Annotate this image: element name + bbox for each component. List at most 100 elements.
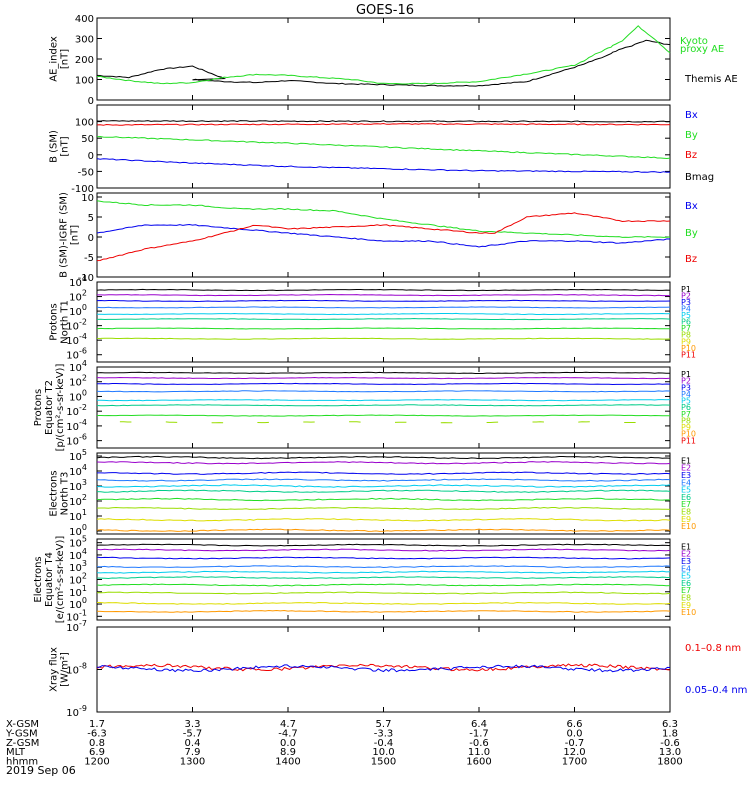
y-tick-label: 102 [69,493,87,508]
legend-entry: E7 [681,586,691,595]
series-line [96,337,671,340]
y-axis-label-line: Protons [33,389,44,426]
y-tick-label: 105 [69,535,87,550]
series-line [96,371,671,374]
legend-entry: P5 [681,397,691,406]
series-line [96,299,671,303]
y-tick-label: -100 [71,184,94,195]
y-tick-label: 10-6 [66,347,87,362]
x-axis-value: 4.7 [280,719,296,730]
x-axis-value: -0.6 [469,738,489,749]
series-line [96,548,671,552]
series-line [96,506,671,510]
legend-entry: P10 [681,344,696,353]
y-tick-label: 10-8 [66,662,87,677]
series-line [96,288,671,292]
y-axis-label-line: AE_index [49,36,60,82]
series-line [96,556,671,560]
series-line [96,376,671,380]
legend-entry: E10 [681,522,696,531]
x-axis-value: 1500 [371,757,396,768]
series-line [97,399,671,402]
legend-entry: P9 [681,423,691,432]
x-axis-value: 10.0 [372,747,394,758]
legend-entry: P11 [681,350,696,359]
y-axis-label-line: B (SM)-IGRF (SM) [59,192,70,278]
series-line [165,421,178,423]
series-line [96,317,671,321]
y-axis-label: B (SM) [nT] [49,130,71,163]
y-tick-label: 10-4 [66,332,87,347]
y-axis-label-line: [e/(cm²-s-sr-keV)] [55,536,66,624]
panel-xray: 10-7 10-8 10-9 Xray flux [W/m²] 0.1–0.8 nm 0.0… [49,619,748,719]
legend-entry: Bmag [685,172,714,183]
y-axis-label-line: Equator T4 [44,552,55,607]
legend-entry: E5 [681,486,691,495]
y-tick-label: 100 [69,596,87,611]
y-tick-label: 10-2 [66,318,87,333]
x-axis-value: -0.6 [660,738,680,749]
date-label: 2019 Sep 06 [6,764,76,777]
y-axis-label-line: Protons [49,303,60,340]
series-line [96,404,671,407]
y-tick-label: 101 [69,584,87,599]
x-axis-value: 6.4 [471,719,487,730]
legend-entry: P2 [681,291,691,300]
y-axis-label-line: [nT] [60,136,71,156]
legend-entry: P1 [681,285,691,294]
y-tick-label: 5 [88,213,94,224]
series-group [96,543,671,613]
series-line-blue [96,158,671,174]
y-tick-label: 10-6 [66,433,87,448]
y-tick-label: 100 [69,303,87,318]
series-line [96,455,671,460]
legend-entry: P7 [681,324,691,333]
legend-entry: P6 [681,403,691,412]
y-tick-label: 0 [88,96,94,107]
panel-frame [96,17,671,101]
panel-frame [96,452,671,535]
series-line [96,609,671,613]
series-line [97,471,671,475]
legend-entry: E4 [681,564,691,573]
legend-entry: By [685,130,698,141]
series-line [97,312,671,316]
legend-entry: E2 [681,464,691,473]
y-tick-label: 10-9 [66,704,87,719]
y-tick-label: 104 [69,463,87,478]
x-axis-value: 1300 [180,757,205,768]
legend-entry: E9 [681,601,691,610]
y-tick-label: 10 [81,193,94,204]
x-axis-value: 1.7 [89,719,105,730]
series-line [96,478,671,482]
y-tick-label: 103 [69,478,87,493]
x-axis-row-label: Y-GSM [5,728,38,739]
y-tick-label: 101 [69,508,87,523]
series-group [96,200,671,262]
y-tick-label: 103 [69,559,87,574]
y-tick-label: 104 [69,359,87,374]
x-axis-value: 12.0 [563,747,585,758]
y-tick-label: 102 [69,374,87,389]
x-axis-value: 1600 [466,757,491,768]
series-line [97,601,671,605]
legend-entry: E3 [681,557,691,566]
y-axis-label: Xray flux [W/m²] [49,647,71,692]
legend-entry: E9 [681,515,691,524]
series-line-red [96,212,671,262]
x-axis-value: -0.4 [374,738,394,749]
legend-entry: E8 [681,593,691,602]
y-tick-label: -50 [78,167,94,178]
y-ticks: -10 -5 0 5 10 [78,193,670,284]
y-tick-label: 102 [69,572,87,587]
y-tick-label: 100 [75,118,94,129]
y-tick-label: 0 [88,233,94,244]
series-line-red [96,122,671,126]
y-tick-label: 300 [75,35,94,46]
series-group [96,288,671,340]
